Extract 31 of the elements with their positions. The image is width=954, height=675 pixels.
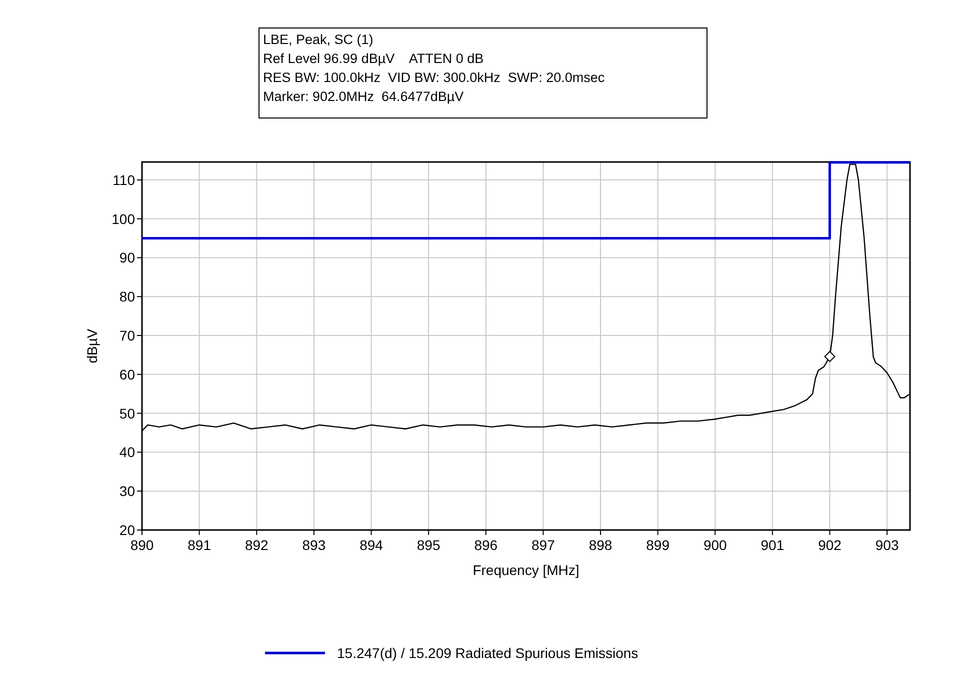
x-axis-title: Frequency [MHz] [472,562,580,578]
x-tick-label: 890 [130,537,154,553]
x-tick-label: 891 [188,537,212,553]
y-tick-label: 100 [112,210,136,227]
y-tick-label: 80 [119,288,136,305]
x-tick-label: 895 [416,537,440,553]
text: Ref Level 96.99 dBµV ATTEN 0 dB [263,51,484,66]
x-tick-label: 898 [588,537,612,553]
x-tick-label: 900 [703,537,728,553]
x-tick-label: 894 [360,537,384,553]
text: Marker: 902.0MHz 64.6477dBµV [263,89,464,104]
x-tick-label: 896 [474,537,498,553]
y-tick-label: 30 [119,483,136,500]
x-tick-label: 899 [646,537,670,553]
y-axis-title: dBµV [84,328,100,364]
text: RES BW: 100.0kHz VID BW: 300.0kHz SWP: 20.0msec [263,70,605,85]
x-tick-label: 901 [760,537,784,553]
x-tick-label: 893 [302,537,326,553]
text: LBE, Peak, SC (1) [263,32,374,47]
y-tick-label: 50 [119,405,136,422]
x-tick-label: 903 [875,537,899,553]
y-tick-label: 20 [119,522,136,538]
x-tick-label: 892 [244,537,269,553]
y-tick-label: 70 [119,327,136,344]
x-tick-label: 897 [532,537,556,553]
x-tick-label: 902 [818,537,842,553]
y-tick-label: 40 [119,444,136,460]
legend-label: 15.247(d) / 15.209 Radiated Spurious Emissions [337,645,638,661]
y-tick-label: 110 [112,172,136,188]
y-tick-label: 60 [119,366,136,382]
y-tick-label: 90 [119,250,136,266]
